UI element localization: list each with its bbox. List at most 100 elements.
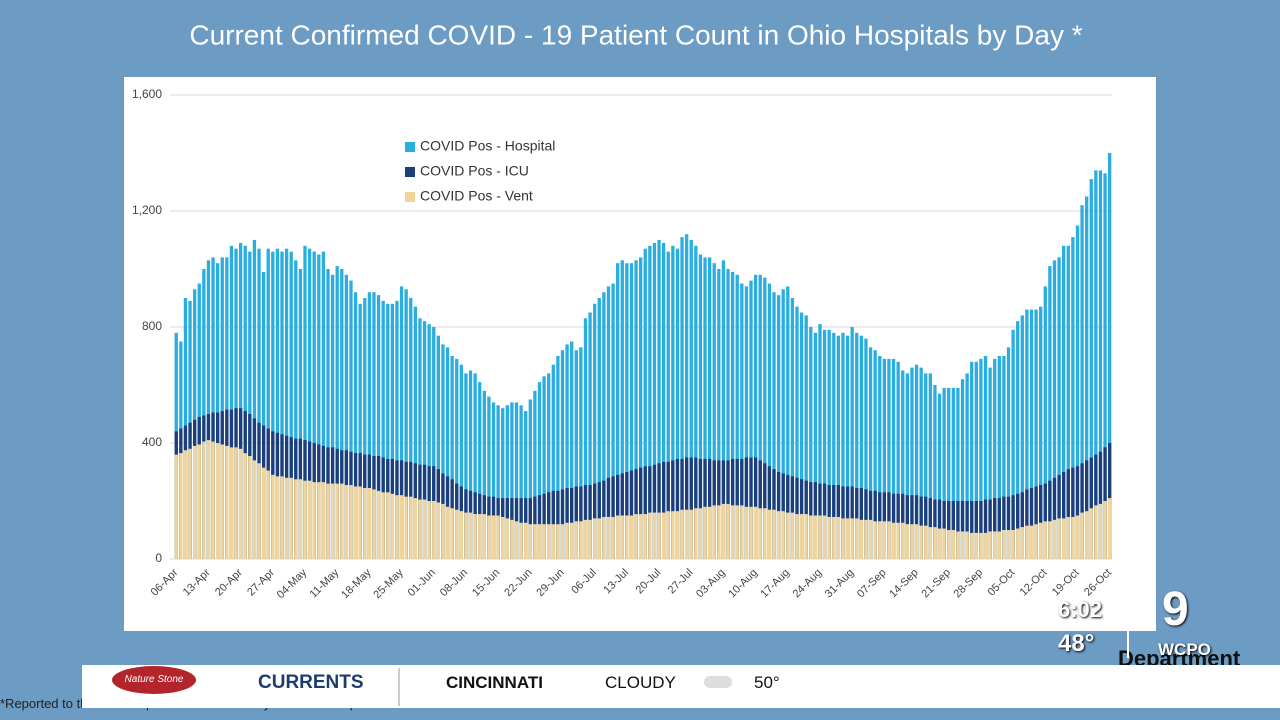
bar	[749, 506, 753, 559]
bar	[376, 490, 381, 559]
bar	[629, 263, 634, 559]
bar	[795, 514, 799, 559]
bar	[694, 245, 698, 560]
bar	[914, 364, 919, 559]
bar	[859, 519, 864, 559]
bar	[487, 515, 491, 559]
bar	[574, 521, 578, 559]
bar	[753, 506, 758, 559]
bar	[390, 303, 395, 559]
bar	[928, 373, 932, 559]
bar	[340, 269, 344, 559]
bar	[896, 522, 900, 559]
bar	[1020, 315, 1024, 559]
bar	[482, 514, 486, 559]
bar	[919, 525, 923, 559]
bar	[1098, 170, 1103, 559]
bar	[763, 277, 767, 559]
bar	[873, 521, 877, 559]
bar	[1103, 501, 1107, 559]
bar	[993, 358, 997, 559]
bar	[280, 476, 284, 559]
bar	[850, 518, 854, 559]
bar	[648, 512, 652, 559]
bar	[238, 448, 243, 559]
bar	[868, 347, 873, 559]
bar	[468, 370, 473, 559]
bar	[643, 248, 647, 559]
bar	[634, 260, 638, 559]
bar	[1034, 309, 1038, 559]
bar	[703, 506, 707, 559]
bar	[202, 269, 206, 559]
bar	[1029, 309, 1034, 559]
bar	[298, 479, 303, 559]
bar	[970, 361, 974, 559]
bar	[942, 528, 946, 559]
bar	[744, 286, 749, 559]
bar	[878, 356, 882, 559]
legend-swatch	[405, 192, 415, 202]
ticker-city: CINCINNATI	[446, 673, 543, 692]
bar	[730, 505, 735, 559]
bar	[689, 509, 693, 559]
bar	[684, 509, 689, 559]
bar	[905, 373, 909, 559]
bar	[707, 506, 712, 559]
bar	[804, 514, 808, 559]
bar	[266, 470, 270, 559]
bar	[813, 515, 818, 559]
bar	[413, 498, 418, 559]
bar	[933, 527, 937, 559]
bar	[547, 373, 551, 559]
bar	[758, 508, 762, 559]
bar	[372, 489, 376, 559]
bar	[303, 480, 307, 559]
bar	[1062, 245, 1066, 560]
bar	[753, 274, 758, 559]
bar	[661, 461, 666, 559]
bar	[358, 486, 362, 559]
bar	[689, 240, 693, 559]
bar	[248, 251, 252, 559]
bar	[445, 347, 450, 559]
bar	[1108, 153, 1112, 559]
bar	[795, 306, 799, 559]
bar	[593, 303, 597, 559]
bar	[919, 367, 923, 559]
bar	[229, 447, 234, 559]
bar	[349, 280, 353, 559]
bar	[257, 248, 261, 559]
bar	[937, 393, 942, 559]
bar	[1062, 518, 1066, 559]
bar	[1034, 524, 1038, 559]
bar	[988, 531, 992, 559]
bar	[349, 485, 353, 559]
bar	[1043, 521, 1047, 559]
bar	[776, 511, 781, 559]
bar	[767, 283, 772, 559]
y-tick-label: 0	[155, 551, 162, 565]
bar	[657, 512, 661, 559]
bar	[1016, 493, 1020, 559]
bar	[680, 237, 684, 559]
bar	[432, 501, 436, 559]
bar	[970, 532, 974, 559]
y-tick-label: 400	[142, 435, 162, 449]
bar	[390, 493, 395, 559]
bar	[1057, 474, 1061, 559]
bar	[864, 338, 868, 559]
bar	[1085, 460, 1089, 559]
bar	[956, 531, 960, 559]
bar	[372, 292, 376, 559]
bar	[639, 257, 643, 559]
bar	[901, 522, 905, 559]
bar	[832, 332, 836, 559]
bar	[639, 467, 643, 559]
bar	[280, 251, 284, 559]
bar	[721, 503, 726, 559]
bar	[1103, 173, 1107, 560]
bar	[928, 527, 932, 559]
bar	[694, 508, 698, 559]
bar	[772, 292, 776, 559]
